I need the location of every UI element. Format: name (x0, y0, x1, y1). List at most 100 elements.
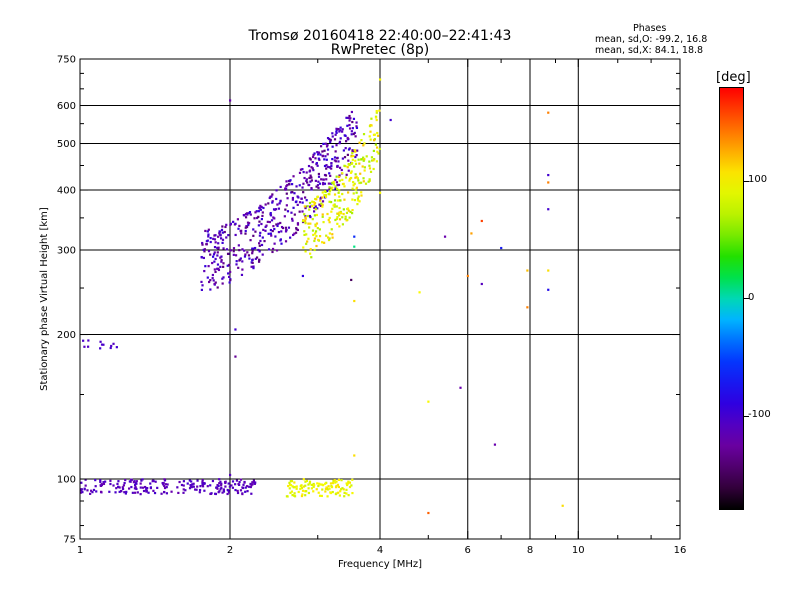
data-point (244, 486, 247, 489)
data-point (293, 486, 296, 489)
data-point (314, 232, 317, 235)
data-point (340, 168, 343, 172)
data-point (368, 179, 371, 182)
data-point (316, 151, 319, 154)
data-point (152, 489, 155, 492)
data-point (350, 110, 354, 114)
data-point (337, 485, 341, 489)
data-point (304, 480, 307, 483)
data-point (196, 479, 199, 482)
data-point (332, 183, 335, 186)
data-point (80, 481, 83, 484)
data-point (203, 482, 206, 485)
data-point (355, 154, 358, 157)
data-point (328, 221, 331, 224)
data-point (377, 152, 380, 155)
data-point (340, 479, 343, 482)
data-point (267, 202, 270, 205)
data-point (217, 268, 221, 272)
data-point (336, 184, 339, 187)
data-point (311, 160, 314, 164)
data-point (345, 488, 348, 491)
data-point (205, 243, 208, 246)
data-point (124, 478, 127, 482)
data-point (319, 197, 322, 200)
data-point (351, 151, 354, 155)
data-point (244, 212, 248, 216)
data-point (324, 142, 327, 145)
data-point (321, 483, 324, 486)
data-point (304, 215, 307, 218)
data-point (257, 210, 260, 213)
data-point (250, 492, 253, 495)
data-point (319, 483, 322, 486)
data-point (221, 277, 224, 280)
data-point (357, 199, 360, 202)
data-point (314, 223, 317, 226)
data-point (133, 483, 137, 487)
data-point (328, 200, 331, 203)
data-point (337, 191, 340, 194)
data-point (347, 116, 350, 120)
data-point (145, 487, 148, 490)
data-point (304, 219, 307, 223)
data-point (305, 490, 308, 493)
data-point (318, 482, 321, 485)
data-point (290, 211, 293, 214)
data-point (254, 246, 257, 250)
data-point (466, 274, 469, 278)
data-point (271, 247, 275, 251)
data-point (333, 138, 337, 141)
data-point (338, 218, 342, 221)
data-point (334, 185, 337, 188)
data-point (334, 481, 337, 484)
colorbar-tick-label: 100 (748, 174, 768, 185)
data-point (154, 480, 157, 483)
data-point (267, 232, 270, 235)
data-point (241, 248, 244, 251)
data-point (211, 273, 214, 277)
data-point (216, 246, 219, 250)
data-point (356, 177, 359, 180)
data-point (189, 484, 192, 487)
data-point (526, 269, 529, 272)
data-point (325, 158, 328, 161)
data-point (313, 203, 316, 206)
data-point (214, 241, 217, 244)
data-point (309, 174, 312, 177)
data-point (110, 344, 113, 348)
data-point (308, 201, 312, 205)
data-point (290, 480, 294, 483)
data-point (547, 288, 550, 291)
data-point (312, 490, 315, 493)
x-tick-label: 16 (674, 545, 687, 556)
data-point (316, 482, 319, 485)
data-point (231, 486, 235, 489)
data-point (235, 263, 238, 266)
data-point (338, 179, 341, 182)
x-tick-label: 4 (377, 545, 383, 556)
data-point (351, 149, 354, 152)
data-point (335, 492, 338, 495)
data-point (289, 491, 292, 494)
data-point (311, 218, 314, 221)
data-point (329, 174, 332, 177)
data-point (198, 491, 201, 494)
data-point (284, 230, 288, 233)
data-point (79, 491, 82, 494)
phase-stats-x: mean, sd,X: 84.1, 18.8 (595, 45, 704, 56)
data-point (378, 109, 381, 112)
y-tick-label: 600 (57, 101, 76, 112)
data-point (164, 483, 167, 486)
data-point (375, 146, 379, 149)
data-point (319, 145, 323, 148)
data-point (334, 133, 337, 136)
data-point (350, 155, 353, 158)
data-point (166, 483, 169, 486)
data-point (245, 225, 249, 229)
data-point (348, 114, 351, 118)
data-point (303, 233, 306, 237)
data-point (327, 238, 331, 242)
data-point (222, 262, 225, 265)
data-point (321, 191, 324, 194)
